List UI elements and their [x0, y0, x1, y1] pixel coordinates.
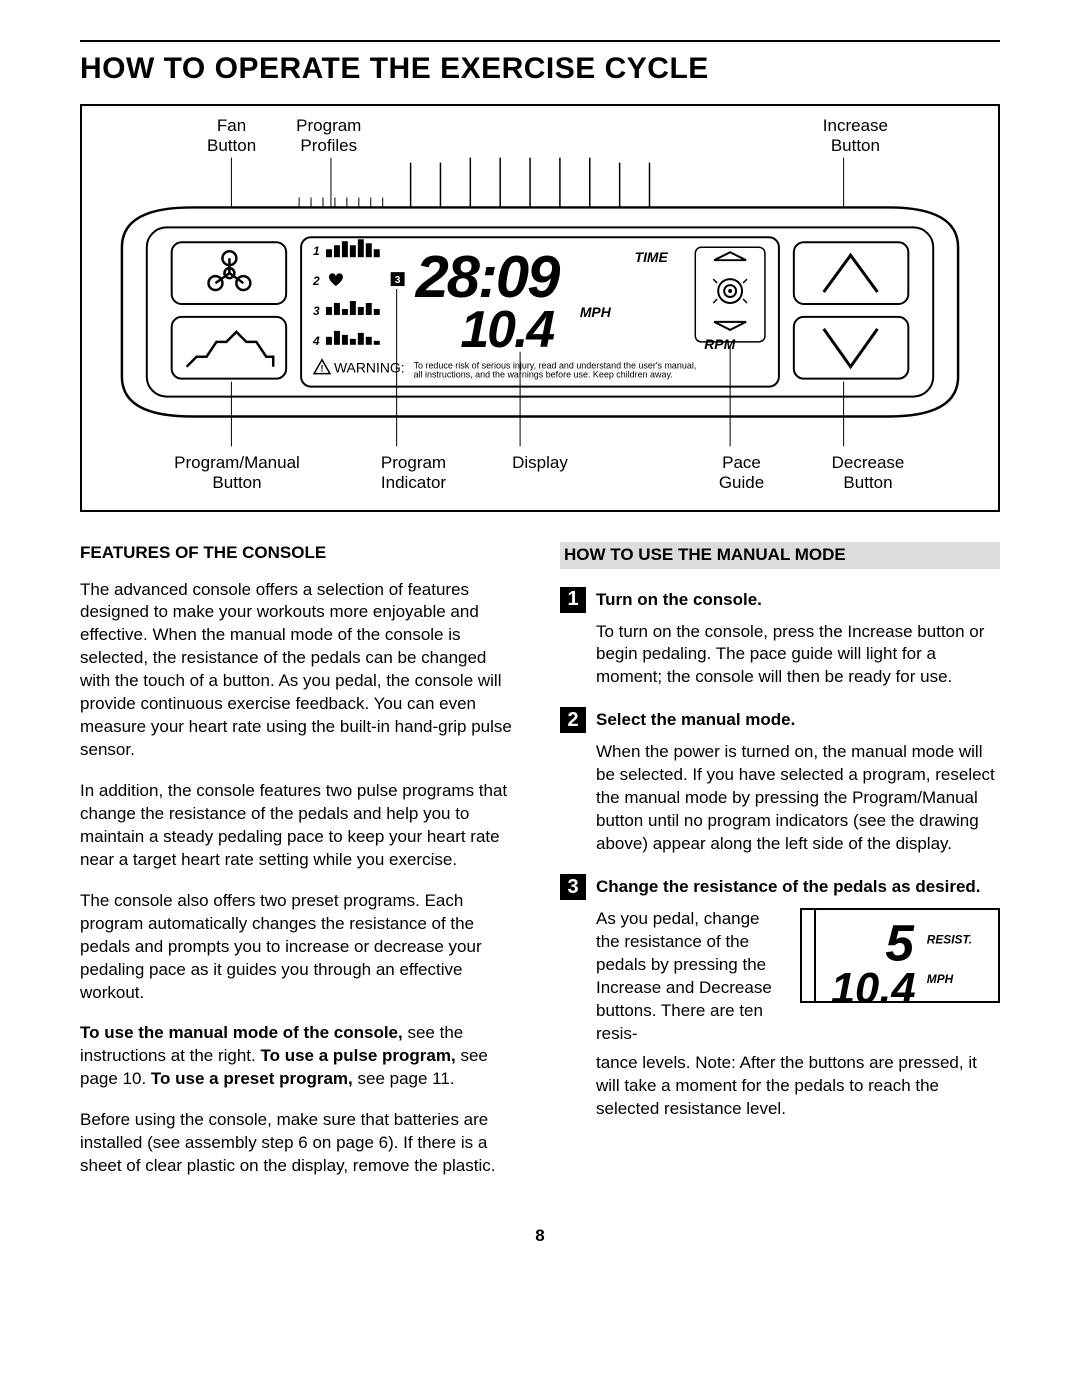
console-diagram: Fan Button Program Profiles Increase But… [80, 104, 1000, 512]
svg-text:1: 1 [313, 244, 320, 258]
features-p2: In addition, the console features two pu… [80, 780, 520, 872]
two-column-body: FEATURES OF THE CONSOLE The advanced con… [80, 542, 1000, 1197]
page-title: HOW TO OPERATE THE EXERCISE CYCLE [80, 52, 1000, 86]
manual-mode-heading: HOW TO USE THE MANUAL MODE [560, 542, 1000, 569]
step-3-row: As you pedal, change the resistance of t… [596, 908, 1000, 1046]
p4-bold2: To use a pulse program, [260, 1046, 455, 1065]
svg-text:3: 3 [313, 304, 320, 318]
label-program-manual: Program/Manual Button [142, 453, 332, 494]
page-number: 8 [80, 1226, 1000, 1246]
step-3-title: Change the resistance of the pedals as d… [596, 874, 981, 899]
step-1: 1 Turn on the console. [560, 587, 1000, 613]
label-profiles: Program Profiles [296, 116, 361, 157]
step-1-title: Turn on the console. [596, 587, 762, 612]
left-column: FEATURES OF THE CONSOLE The advanced con… [80, 542, 520, 1197]
svg-text:MPH: MPH [580, 304, 612, 320]
p4-end: see page 11. [353, 1069, 455, 1088]
svg-text:4: 4 [312, 334, 320, 348]
label-display: Display [495, 453, 585, 494]
features-p3: The console also offers two preset progr… [80, 890, 520, 1005]
step-2-body: When the power is turned on, the manual … [596, 741, 1000, 856]
console-illustration: 12 34 3 28:09 TIME 10.4 MPH RPM [102, 157, 978, 447]
svg-text:3: 3 [395, 275, 401, 286]
p4-bold1: To use the manual mode of the console, [80, 1023, 403, 1042]
step-3-number: 3 [560, 874, 586, 900]
svg-text:10.4: 10.4 [831, 965, 916, 1003]
features-p4: To use the manual mode of the console, s… [80, 1022, 520, 1091]
svg-text:RESIST.: RESIST. [927, 933, 972, 947]
right-column: HOW TO USE THE MANUAL MODE 1 Turn on the… [560, 542, 1000, 1197]
features-p5: Before using the console, make sure that… [80, 1109, 520, 1178]
top-rule [80, 40, 1000, 42]
label-increase: Increase Button [823, 116, 888, 157]
svg-text:!: ! [321, 363, 324, 373]
svg-text:RPM: RPM [704, 336, 735, 352]
top-labels-row: Fan Button Program Profiles Increase But… [102, 116, 978, 157]
step-3: 3 Change the resistance of the pedals as… [560, 874, 1000, 900]
svg-text:10.4: 10.4 [460, 300, 554, 358]
step-2: 2 Select the manual mode. [560, 707, 1000, 733]
mini-display: 5 RESIST. 10.4 MPH [800, 908, 1000, 1003]
step-1-number: 1 [560, 587, 586, 613]
step-2-number: 2 [560, 707, 586, 733]
label-fan: Fan Button [207, 116, 256, 157]
svg-text:5: 5 [885, 913, 915, 971]
step-3-cont: tance levels. Note: After the buttons ar… [596, 1052, 1000, 1121]
features-heading: FEATURES OF THE CONSOLE [80, 542, 520, 565]
svg-text:WARNING:: WARNING: [334, 359, 405, 375]
label-program-indicator: Program Indicator [359, 453, 469, 494]
svg-text:TIME: TIME [635, 249, 669, 265]
label-pace-guide: Pace Guide [702, 453, 782, 494]
label-decrease: Decrease Button [808, 453, 928, 494]
step-3-text: As you pedal, change the resistance of t… [596, 908, 784, 1046]
p4-bold3: To use a preset program, [151, 1069, 353, 1088]
features-p1: The advanced console offers a selection … [80, 579, 520, 763]
bottom-labels-row: Program/Manual Button Program Indicator … [102, 453, 978, 494]
step-1-body: To turn on the console, press the Increa… [596, 621, 1000, 690]
svg-text:2: 2 [312, 274, 320, 288]
step-2-title: Select the manual mode. [596, 707, 795, 732]
svg-text:MPH: MPH [927, 972, 954, 986]
svg-text:all instructions, and the warn: all instructions, and the warnings befor… [414, 369, 673, 379]
